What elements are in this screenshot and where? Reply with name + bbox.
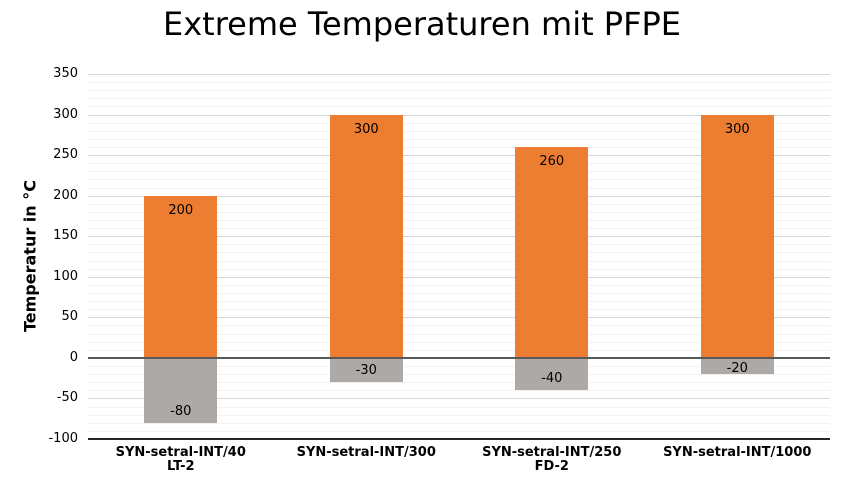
minor-gridline [88, 228, 830, 230]
minor-gridline [88, 130, 830, 132]
minor-gridline [88, 293, 830, 294]
y-tick-label: 300 [53, 106, 78, 122]
y-tick-label: 150 [53, 228, 78, 244]
bar-value-label: 300 [353, 121, 379, 137]
minor-gridline [88, 430, 830, 432]
bar-value-label: 300 [724, 121, 750, 137]
bar-value-label: 260 [539, 154, 565, 169]
bar-value-label: -30 [355, 363, 377, 379]
minor-gridline [88, 268, 830, 270]
minor-gridline [88, 414, 830, 416]
category-label: SYN-setral-INT/300 [296, 445, 436, 460]
minor-gridline [88, 366, 830, 367]
minor-gridline [88, 284, 830, 286]
bar-segment-lower-temperature-limit [700, 357, 774, 375]
minor-gridline [88, 260, 830, 262]
bar-value-label: -40 [541, 371, 563, 387]
minor-gridline [88, 349, 830, 351]
bar-segment-upper-temperature-limit [515, 147, 589, 358]
minor-gridline [88, 98, 830, 100]
minor-gridline [88, 252, 830, 254]
y-tick-label: 0 [69, 349, 78, 365]
y-tick-label: -100 [48, 431, 78, 446]
category-label: SYN-setral-INT/1000 [663, 445, 812, 460]
minor-gridline [88, 301, 830, 303]
major-gridline [88, 236, 830, 238]
y-tick-label: -50 [56, 390, 78, 406]
major-gridline [88, 317, 830, 319]
minor-gridline [88, 122, 830, 124]
bar-segment-upper-temperature-limit [329, 114, 403, 358]
minor-gridline [88, 82, 830, 84]
major-gridline [88, 155, 830, 157]
bar-segment-lower-temperature-limit [144, 357, 218, 423]
minor-gridline [88, 333, 830, 335]
x-axis-line [88, 438, 830, 440]
x-axis-category-labels: SYN-setral-INT/40 LT-2 SYN-setral-INT/300… [88, 446, 830, 478]
bar-segment-lower-temperature-limit [329, 357, 403, 383]
minor-gridline [88, 187, 830, 189]
bar-segment-upper-temperature-limit [144, 195, 218, 358]
minor-gridline [88, 211, 830, 213]
bar-value-label: -20 [726, 360, 748, 376]
major-gridline [88, 195, 830, 197]
minor-gridline [88, 374, 830, 376]
minor-gridline [88, 406, 830, 408]
minor-gridline [88, 203, 830, 205]
minor-gridline [88, 422, 830, 424]
minor-gridline [88, 382, 830, 384]
minor-gridline [88, 106, 830, 108]
bar-value-label: -80 [170, 403, 192, 419]
bar-segment-upper-temperature-limit [700, 114, 774, 358]
minor-gridline [88, 325, 830, 327]
minor-gridline [88, 179, 830, 181]
major-gridline [88, 276, 830, 278]
y-tick-label: 250 [53, 147, 78, 163]
y-tick-label: 350 [53, 66, 78, 81]
minor-gridline [88, 90, 830, 92]
major-gridline [88, 398, 830, 400]
category-label: SYN-setral-INT/250 FD-2 [482, 445, 622, 474]
bar-value-label: 200 [168, 202, 194, 218]
major-gridline [88, 74, 830, 75]
bar-segment-lower-temperature-limit [515, 357, 589, 391]
minor-gridline [88, 147, 830, 148]
y-axis-tick-labels: -100 -50 0 50 100 150 200 250 300 350 [0, 66, 78, 446]
minor-gridline [88, 390, 830, 392]
plot-area: 200 -80 300 -30 260 -40 300 -20 [88, 74, 830, 440]
zero-line [88, 356, 830, 359]
chart-title: Extreme Temperaturen mit PFPE [162, 5, 682, 43]
y-tick-label: 50 [61, 309, 78, 325]
minor-gridline [88, 163, 830, 165]
minor-gridline [88, 244, 830, 246]
minor-gridline [88, 138, 830, 140]
y-tick-label: 200 [53, 187, 78, 203]
category-label: SYN-setral-INT/40 LT-2 [115, 445, 246, 474]
minor-gridline [88, 309, 830, 311]
major-gridline [88, 114, 830, 116]
minor-gridline [88, 171, 830, 173]
y-tick-label: 100 [53, 268, 78, 284]
minor-gridline [88, 341, 830, 343]
minor-gridline [88, 220, 830, 221]
